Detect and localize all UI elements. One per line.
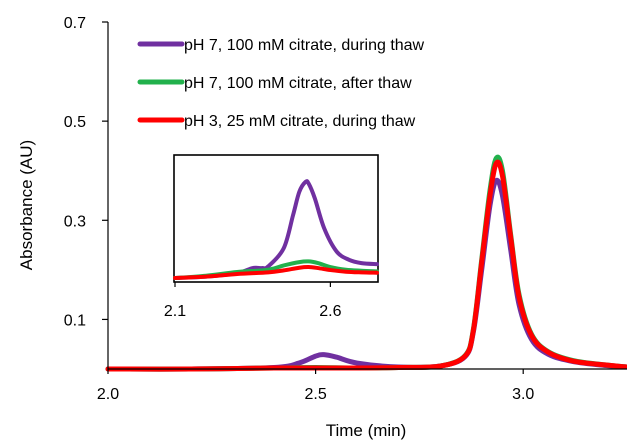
legend-label: pH 7, 100 mM citrate, after thaw xyxy=(184,75,412,92)
y-tick-label: 0.3 xyxy=(64,213,86,230)
inset-series xyxy=(173,179,379,280)
y-tick-label: 0.5 xyxy=(64,114,86,131)
x-axis-title: Time (min) xyxy=(326,421,407,440)
inset-plot: 2.1 2.6 xyxy=(164,154,379,320)
legend-label: pH 7, 100 mM citrate, during thaw xyxy=(184,37,425,54)
inset-x-tick-label: 2.1 xyxy=(164,303,186,320)
inset-x-axis-ticks: 2.1 2.6 xyxy=(164,282,342,320)
x-tick-label: 2.0 xyxy=(97,386,119,403)
main-plot-series xyxy=(105,154,627,372)
x-axis-ticks: 2.0 2.5 3.0 xyxy=(97,369,534,403)
y-tick-label: 0.7 xyxy=(64,15,86,32)
series-line-ph-3-25-mm-citrate-during-thaw xyxy=(105,159,627,372)
inset-line-ph-3-25-mm-citrate-during-thaw xyxy=(173,265,379,280)
legend: pH 7, 100 mM citrate, during thaw pH 7, 1… xyxy=(137,37,425,130)
inset-x-tick-label: 2.6 xyxy=(319,303,341,320)
x-tick-label: 2.5 xyxy=(304,386,326,403)
x-tick-label: 3.0 xyxy=(512,386,534,403)
legend-label: pH 3, 25 mM citrate, during thaw xyxy=(184,113,416,130)
inset-frame xyxy=(173,154,379,283)
y-axis-title: Absorbance (AU) xyxy=(17,140,36,270)
y-tick-label: 0.1 xyxy=(64,312,86,329)
y-axis-ticks: 0.1 0.3 0.5 0.7 xyxy=(64,15,108,329)
